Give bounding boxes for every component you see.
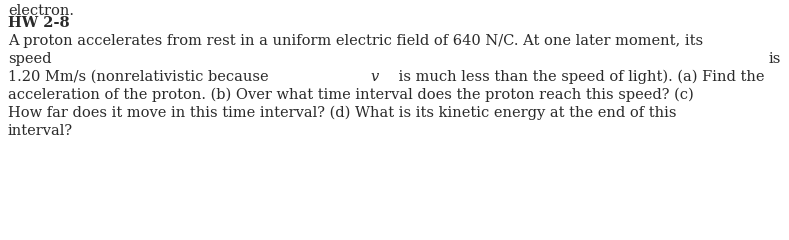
Text: HW 2-8: HW 2-8 (8, 16, 69, 30)
Text: electron.: electron. (8, 4, 74, 18)
Text: speed: speed (8, 52, 51, 66)
Text: A proton accelerates from rest in a uniform electric field of 640 N/C. At one la: A proton accelerates from rest in a unif… (8, 34, 703, 48)
Text: How far does it move in this time interval? (d) What is its kinetic energy at th: How far does it move in this time interv… (8, 106, 676, 120)
Text: interval?: interval? (8, 124, 73, 138)
Text: acceleration of the proton. (b) Over what time interval does the proton reach th: acceleration of the proton. (b) Over wha… (8, 88, 694, 102)
Text: 1.20 Mm/s (nonrelativistic because: 1.20 Mm/s (nonrelativistic because (8, 70, 273, 84)
Text: v: v (370, 70, 378, 84)
Text: is: is (768, 52, 781, 66)
Text: is much less than the speed of light). (a) Find the: is much less than the speed of light). (… (394, 70, 765, 84)
